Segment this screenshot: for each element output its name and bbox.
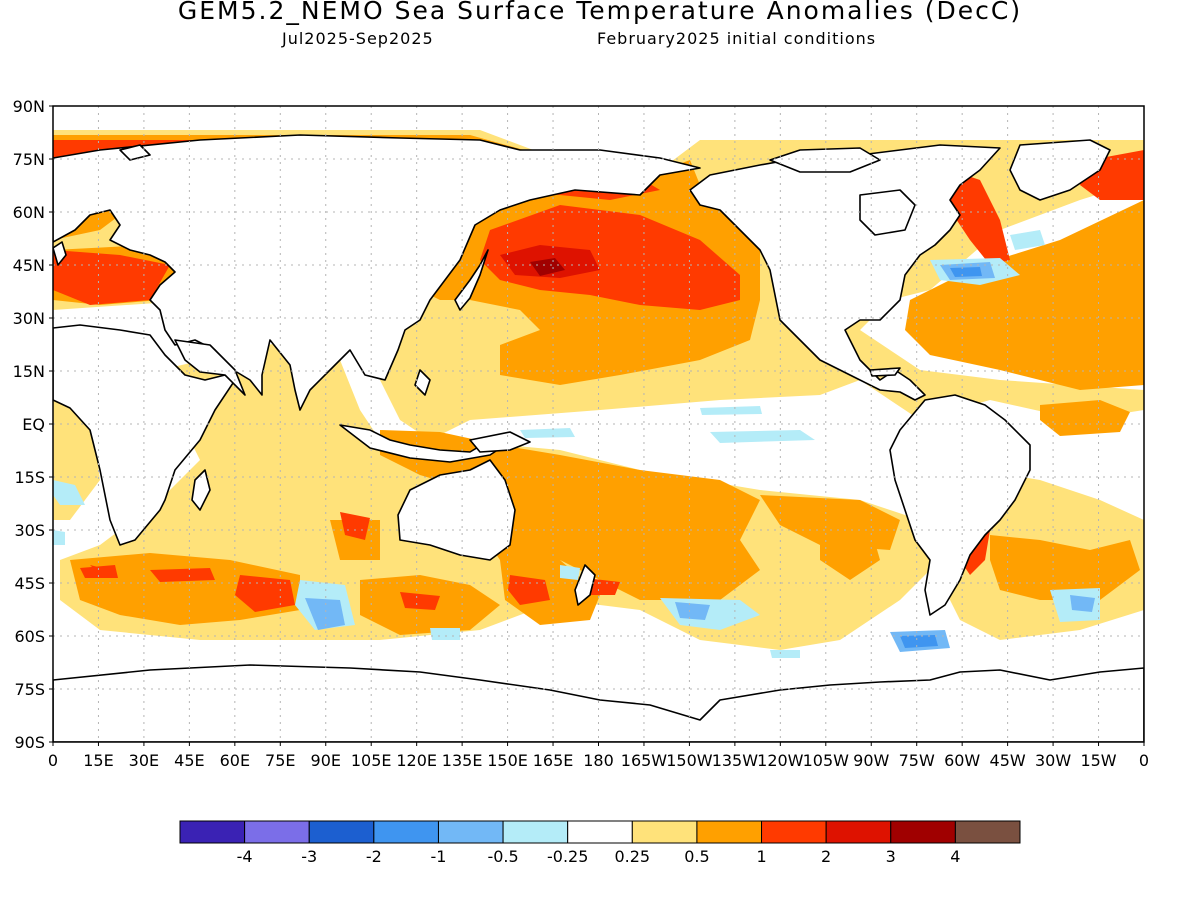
lat-tick-label: 90S — [14, 733, 45, 752]
colorbar-label: 4 — [950, 847, 960, 866]
madagascar — [191, 469, 211, 511]
colorbar-label: -1 — [430, 847, 446, 866]
lon-tick-label: 165W — [621, 751, 668, 770]
lat-tick-label: 60S — [14, 627, 45, 646]
colorbar-label: -4 — [237, 847, 253, 866]
new-guinea — [469, 431, 531, 453]
colorbar-label: 1 — [756, 847, 766, 866]
map-title: GEM5.2_NEMO Sea Surface Temperature Anom… — [177, 0, 1023, 25]
lon-tick-label: 30W — [1035, 751, 1071, 770]
colorbar-swatch — [437, 820, 504, 844]
caribbean — [869, 367, 901, 377]
greenland — [1009, 139, 1111, 201]
lon-tick-label: 120E — [396, 751, 437, 770]
north-america — [689, 144, 1001, 401]
lon-tick-label: 90W — [853, 751, 889, 770]
lon-tick-label: 60W — [944, 751, 980, 770]
british-isles — [53, 241, 67, 266]
forecast-period: Jul2025-Sep2025 — [282, 29, 434, 48]
coastlines — [53, 134, 1144, 742]
anomaly-neg-1-2 — [900, 267, 982, 648]
colorbar-label: -3 — [301, 847, 317, 866]
colorbar-label: -0.5 — [487, 847, 518, 866]
colorbar-label: 3 — [886, 847, 896, 866]
lat-tick-label: 75S — [14, 680, 45, 699]
lon-tick-label: 60E — [220, 751, 250, 770]
arctic-islands — [769, 147, 881, 173]
lon-tick-label: 75E — [265, 751, 295, 770]
lat-tick-label: 75N — [13, 150, 45, 169]
colorbar-label: 2 — [821, 847, 831, 866]
initial-conditions: February2025 initial conditions — [597, 29, 877, 48]
colorbar-swatch — [761, 820, 827, 844]
lon-tick-label: 135W — [712, 751, 759, 770]
colorbar-swatch — [954, 820, 1021, 844]
lon-tick-label: 90E — [311, 751, 341, 770]
lon-tick-label: 30E — [129, 751, 159, 770]
south-america — [889, 394, 1031, 616]
anomaly-neg-0.5-1 — [305, 262, 1095, 652]
lon-tick-label: 120W — [757, 751, 804, 770]
lat-tick-label: 45S — [14, 574, 45, 593]
lat-tick-label: 60N — [13, 203, 45, 222]
australia — [397, 459, 516, 561]
arabia — [174, 339, 246, 396]
lat-tick-label: 90N — [13, 97, 45, 116]
colorbar-label: 0.25 — [614, 847, 650, 866]
lon-tick-label: 45W — [990, 751, 1026, 770]
longitude-axis: 0 15E 30E 45E 60E 75E 90E 105E 120E 135E 150E 165E 1… — [48, 742, 1149, 770]
colorbar-swatch — [502, 820, 569, 844]
lon-tick-label: 105E — [351, 751, 392, 770]
colorbar-swatch — [890, 820, 956, 844]
colorbar-swatch — [631, 820, 698, 844]
lat-tick-label: 30N — [13, 309, 45, 328]
lat-tick-label: 15S — [14, 468, 45, 487]
lon-tick-label: 180 — [583, 751, 614, 770]
colorbar-swatch — [308, 820, 375, 844]
colorbar-swatch — [373, 820, 439, 844]
lat-tick-label: 30S — [14, 521, 45, 540]
lon-tick-label: 75W — [899, 751, 935, 770]
latitude-axis: 90N 75N 60N 45N 30N 15N EQ 15S 30S 45S 60S 75S 90S — [13, 97, 53, 752]
lon-tick-label: 15W — [1080, 751, 1116, 770]
colorbar-swatch — [696, 820, 763, 844]
colorbar-swatch — [825, 820, 892, 844]
lon-tick-label: 150E — [487, 751, 528, 770]
lat-tick-label: 15N — [13, 362, 45, 381]
colorbar-swatch — [179, 820, 246, 844]
lon-tick-label: 150W — [666, 751, 713, 770]
japan — [454, 249, 489, 311]
lon-tick-label: 0 — [1139, 751, 1149, 770]
lon-tick-label: 45E — [174, 751, 204, 770]
svalbard — [119, 144, 151, 161]
colorbar-swatch — [567, 820, 633, 844]
lon-tick-label: 105W — [803, 751, 850, 770]
lon-tick-label: 165E — [533, 751, 574, 770]
lon-tick-label: 135E — [442, 751, 483, 770]
colorbar-label: -0.25 — [547, 847, 588, 866]
lon-tick-label: 0 — [48, 751, 58, 770]
new-zealand — [574, 564, 596, 606]
colorbar-swatch — [244, 820, 310, 844]
colorbar-legend: -4 -3 -2 -1 -0.5 -0.25 0.25 0.5 1 2 3 4 — [179, 820, 1021, 866]
colorbar-label: 0.5 — [684, 847, 709, 866]
eurasia-africa-landmass — [53, 134, 701, 411]
lat-tick-label: 45N — [13, 256, 45, 275]
colorbar-label: -2 — [366, 847, 382, 866]
graticule — [53, 106, 1144, 742]
lon-tick-label: 15E — [83, 751, 113, 770]
lat-tick-label: EQ — [22, 415, 45, 434]
